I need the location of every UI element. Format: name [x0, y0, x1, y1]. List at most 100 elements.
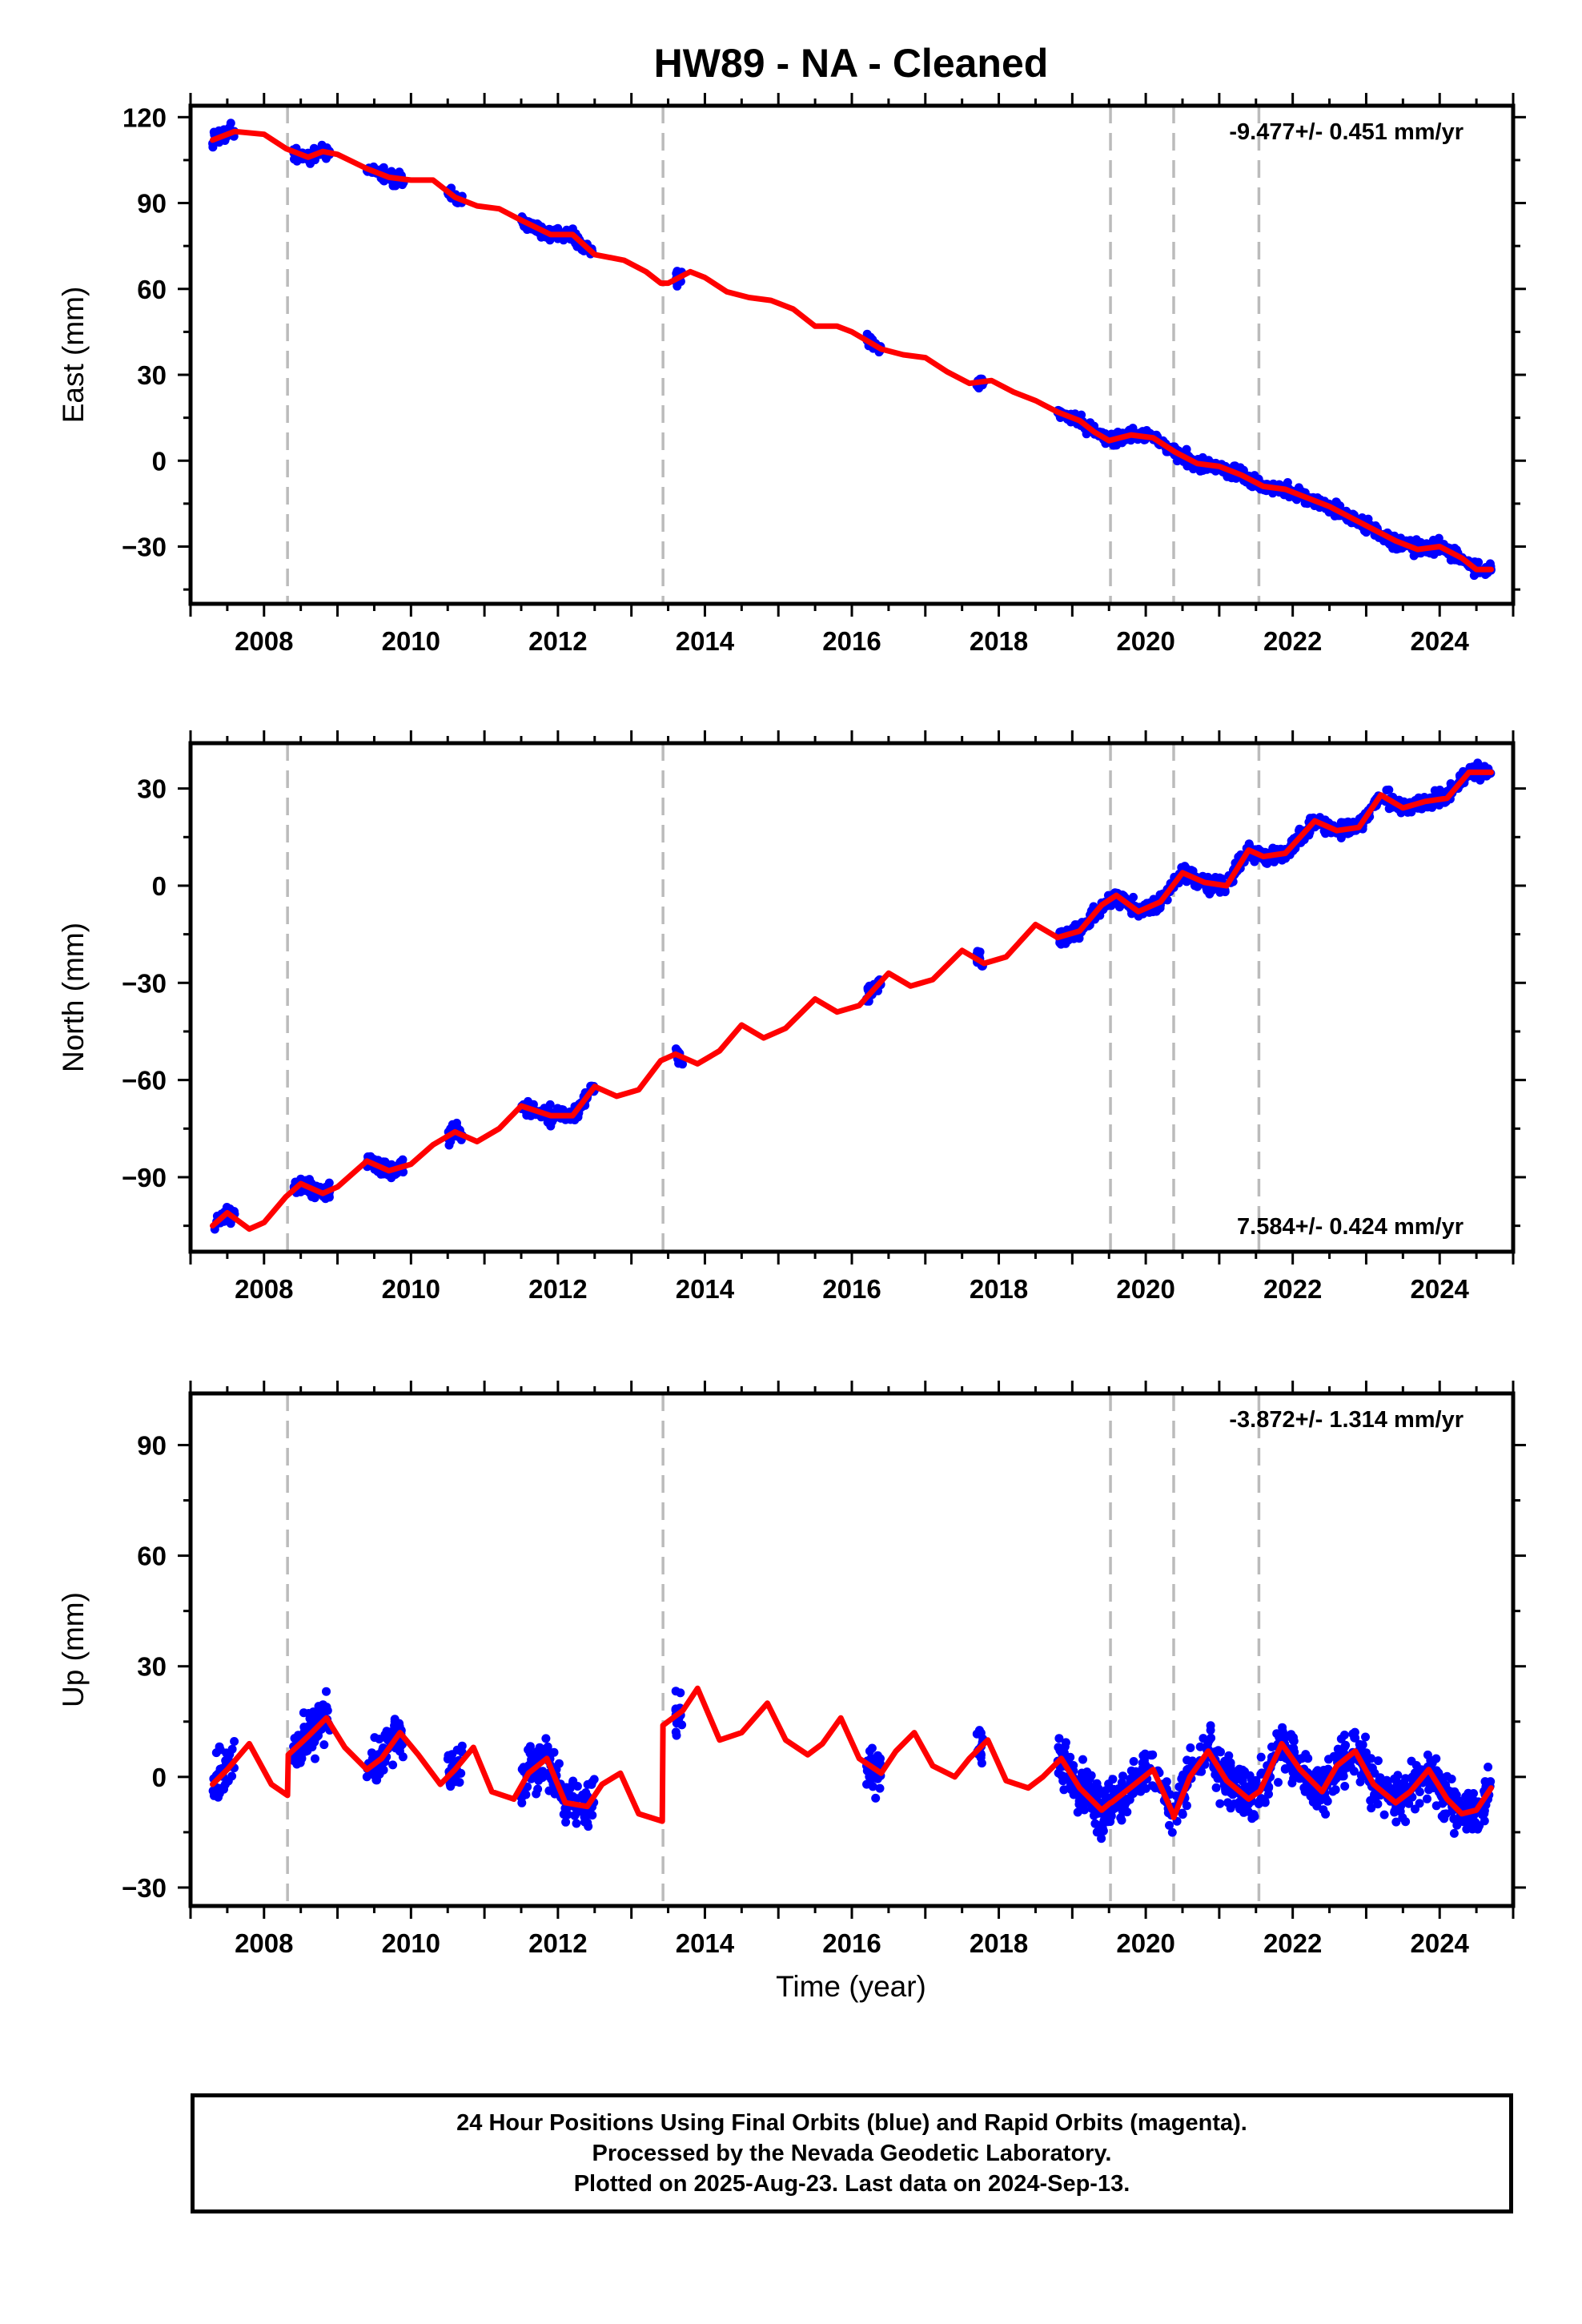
up-data-point [1392, 1804, 1402, 1814]
up-data-point [1074, 1799, 1084, 1809]
up-data-point [572, 1819, 581, 1828]
up-data-point [390, 1721, 400, 1731]
up-data-point [1054, 1734, 1064, 1743]
up-data-point [533, 1784, 543, 1794]
up-data-point [535, 1743, 544, 1752]
up-data-point [319, 1740, 329, 1750]
up-data-point [541, 1734, 551, 1743]
north-data-point [1382, 786, 1391, 795]
east-x-tick-label: 2022 [1263, 626, 1322, 656]
up-data-point [1336, 1734, 1346, 1743]
up-data-point [1403, 1798, 1412, 1807]
up-data-point [544, 1786, 554, 1795]
up-data-point [1423, 1794, 1431, 1803]
north-data-point [1215, 873, 1225, 883]
up-x-tick-label: 2020 [1116, 1928, 1174, 1958]
north-data-point [324, 1178, 334, 1188]
up-data-point [587, 1779, 596, 1789]
up-data-point [371, 1775, 381, 1785]
up-data-point [871, 1773, 881, 1783]
up-data-point [1215, 1799, 1225, 1808]
up-data-point [311, 1754, 319, 1763]
up-data-point [1438, 1799, 1447, 1808]
up-data-point [1466, 1801, 1475, 1811]
up-data-point [1165, 1820, 1174, 1830]
up-data-point [1480, 1806, 1489, 1815]
up-data-point [215, 1742, 224, 1751]
east-panel: 2008 2010 2012 2014 2016 2018 2020 2022 2024 −30 0… [57, 93, 1526, 656]
up-data-point [367, 1748, 376, 1758]
east-x-tick-label: 2016 [822, 626, 881, 656]
up-plot-area [208, 1393, 1496, 1906]
up-data-point [1206, 1726, 1215, 1735]
up-data-point [871, 1793, 881, 1803]
up-y-tick-label: 90 [137, 1430, 167, 1460]
east-data-point [862, 329, 872, 339]
east-data-point [1182, 444, 1191, 454]
up-x-tick-label: 2012 [528, 1928, 587, 1958]
footer-line-2: Processed by the Nevada Geodetic Laborat… [592, 2141, 1112, 2166]
footer-note: 24 Hour Positions Using Final Orbits (bl… [191, 2093, 1513, 2213]
up-data-point [1264, 1782, 1274, 1791]
north-data-point [1427, 802, 1437, 812]
up-data-point [1103, 1817, 1113, 1827]
up-data-point [1174, 1782, 1184, 1791]
up-data-point [1355, 1739, 1364, 1749]
north-y-tick-label: −60 [122, 1066, 167, 1096]
up-data-point [221, 1756, 231, 1765]
up-data-point [1462, 1824, 1472, 1834]
east-data-point [522, 225, 532, 235]
up-data-point [1101, 1792, 1110, 1802]
up-y-tick-label: 0 [152, 1763, 167, 1792]
up-data-point [1240, 1801, 1250, 1811]
up-data-point [1313, 1766, 1323, 1775]
east-data-point [208, 143, 218, 152]
east-data-point [1446, 555, 1456, 565]
up-data-point [1167, 1827, 1177, 1837]
up-data-point [1452, 1791, 1461, 1799]
up-data-point [382, 1727, 391, 1736]
up-data-point [1393, 1783, 1403, 1792]
x-axis-title: Time (year) [776, 1970, 926, 2003]
up-data-point [208, 1786, 218, 1795]
up-data-point [1122, 1807, 1132, 1817]
up-data-point [1223, 1798, 1233, 1807]
up-data-point [388, 1760, 398, 1770]
up-data-point [1247, 1780, 1256, 1790]
up-data-point [1300, 1787, 1310, 1796]
up-data-point [1373, 1799, 1383, 1809]
up-y-tick-label: −30 [122, 1873, 167, 1903]
up-x-tick-label: 2018 [970, 1928, 1028, 1958]
up-data-point [1287, 1778, 1297, 1787]
north-y-tick-label: −30 [122, 968, 167, 998]
up-data-point [230, 1737, 239, 1746]
up-data-point [677, 1720, 687, 1730]
up-data-point [457, 1741, 467, 1751]
up-data-point [1186, 1743, 1195, 1752]
up-data-point [1449, 1828, 1459, 1838]
up-data-point [1300, 1753, 1310, 1763]
up-data-point [227, 1771, 237, 1781]
up-data-point [1367, 1803, 1376, 1813]
up-data-point [1411, 1761, 1421, 1770]
up-data-point [1178, 1810, 1187, 1819]
east-x-tick-label: 2012 [528, 626, 587, 656]
up-data-point [446, 1782, 456, 1791]
up-data-point [322, 1687, 331, 1696]
up-data-point [1090, 1819, 1100, 1828]
up-model-curve [210, 1685, 1494, 1824]
up-velocity-label: -3.872+/- 1.314 mm/yr [1229, 1407, 1464, 1433]
up-data-point [1211, 1747, 1220, 1756]
up-data-point [578, 1790, 588, 1799]
up-data-point [862, 1779, 871, 1789]
north-y-tick-label: 30 [137, 774, 167, 804]
up-data-point [1264, 1789, 1273, 1799]
north-data-point [305, 1175, 314, 1184]
up-data-point [299, 1708, 308, 1718]
up-data-point [1340, 1782, 1350, 1791]
up-data-point [314, 1731, 323, 1740]
up-data-point [671, 1687, 681, 1696]
up-data-point [1199, 1734, 1208, 1743]
north-data-point [546, 1121, 556, 1131]
